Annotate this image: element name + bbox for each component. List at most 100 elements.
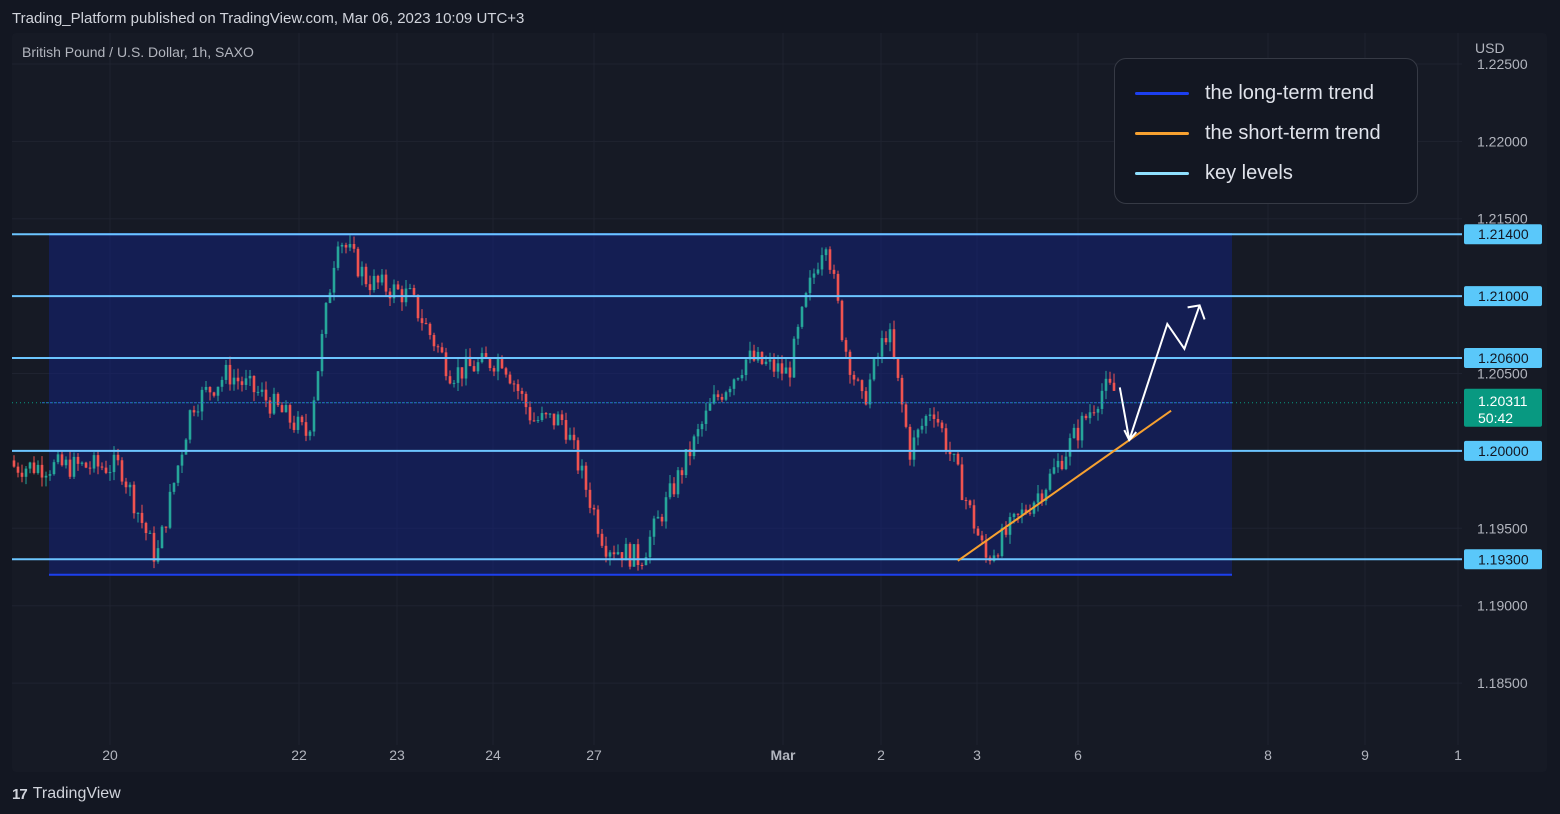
candle-body — [564, 420, 568, 440]
candle-body — [796, 326, 800, 339]
candle-body — [912, 437, 916, 460]
candle-body — [892, 329, 896, 358]
candle-body — [428, 323, 432, 336]
candle-body — [1004, 527, 1008, 535]
candle-body — [436, 346, 440, 348]
candle-body — [916, 429, 920, 438]
candle-body — [492, 368, 496, 372]
candle-body — [636, 544, 640, 566]
candle-body — [816, 269, 820, 274]
candle-body — [172, 482, 176, 492]
candle-body — [356, 248, 360, 277]
candle-body — [408, 288, 412, 290]
candle-body — [16, 466, 20, 473]
candle-body — [820, 255, 824, 270]
candle-body — [544, 413, 548, 415]
candle-body — [472, 366, 476, 372]
candle-body — [84, 462, 88, 468]
candle-body — [772, 359, 776, 372]
candle-body — [488, 358, 492, 369]
candle-body — [20, 472, 24, 477]
candle-body — [704, 410, 708, 424]
candle-body — [712, 394, 716, 404]
candle-body — [456, 367, 460, 383]
candle-body — [664, 497, 668, 522]
candle-body — [672, 483, 676, 495]
candle-body — [120, 460, 124, 482]
candle-body — [692, 436, 696, 457]
candle-body — [48, 474, 52, 476]
y-tick-label: 1.22000 — [1477, 133, 1528, 149]
candle-body — [852, 374, 856, 380]
current-price-label: 1.20311 — [1478, 393, 1528, 409]
candle-body — [616, 552, 620, 555]
key-level-badge-label: 1.20600 — [1478, 350, 1529, 366]
candle-body — [804, 293, 808, 307]
publish-info: Trading_Platform published on TradingVie… — [12, 10, 525, 27]
legend-label: key levels — [1205, 161, 1293, 184]
candle-body — [124, 481, 128, 488]
candle-body — [292, 422, 296, 430]
y-tick-label: 1.20500 — [1477, 366, 1528, 382]
candle-body — [152, 532, 156, 562]
candle-body — [640, 565, 644, 567]
candle-body — [268, 400, 272, 414]
candle-body — [508, 374, 512, 384]
candle-body — [580, 465, 584, 471]
candle-body — [276, 393, 280, 406]
candle-body — [676, 470, 680, 495]
x-tick-label: 23 — [389, 747, 405, 763]
candle-body — [908, 426, 912, 460]
countdown-label: 50:42 — [1478, 410, 1513, 426]
candle-body — [832, 269, 836, 274]
candle-body — [1060, 460, 1064, 470]
candle-body — [748, 350, 752, 360]
candle-body — [740, 375, 744, 379]
candle-body — [460, 367, 464, 379]
candle-body — [144, 522, 148, 534]
candle-body — [484, 353, 488, 359]
candle-body — [720, 397, 724, 400]
candle-body — [624, 543, 628, 561]
candle-body — [92, 455, 96, 469]
candle-body — [572, 434, 576, 441]
candle-body — [960, 464, 964, 500]
candle-body — [708, 403, 712, 411]
candle-body — [188, 410, 192, 440]
x-tick-label: 3 — [973, 747, 981, 763]
candle-body — [448, 376, 452, 384]
candle-body — [252, 375, 256, 393]
candle-body — [928, 414, 932, 417]
candle-body — [648, 536, 652, 558]
candle-body — [524, 393, 528, 408]
candle-body — [1096, 408, 1100, 413]
candle-body — [224, 364, 228, 380]
candle-body — [904, 404, 908, 427]
candle-body — [176, 465, 180, 483]
candle-body — [556, 414, 560, 426]
tradingview-footer[interactable]: 17 TradingView — [12, 782, 121, 806]
candle-body — [936, 418, 940, 423]
candle-body — [392, 284, 396, 299]
candle-body — [680, 470, 684, 476]
tradingview-logo-icon: 17 — [12, 785, 28, 803]
candle-body — [584, 465, 588, 490]
candle-body — [608, 552, 612, 557]
candle-body — [800, 306, 804, 327]
candle-body — [628, 543, 632, 567]
candle-body — [780, 363, 784, 374]
legend-swatch-short-term — [1135, 131, 1189, 135]
candle-body — [1092, 412, 1096, 414]
candle-body — [192, 410, 196, 413]
candle-body — [1008, 517, 1012, 535]
candle-body — [724, 392, 728, 400]
candle-body — [1048, 473, 1052, 490]
candle-body — [160, 526, 164, 549]
key-level-badge — [1464, 440, 1542, 461]
candle-body — [540, 413, 544, 421]
candle-body — [752, 350, 756, 361]
candle-body — [244, 378, 248, 385]
candle-body — [432, 335, 436, 347]
candle-body — [844, 340, 848, 352]
